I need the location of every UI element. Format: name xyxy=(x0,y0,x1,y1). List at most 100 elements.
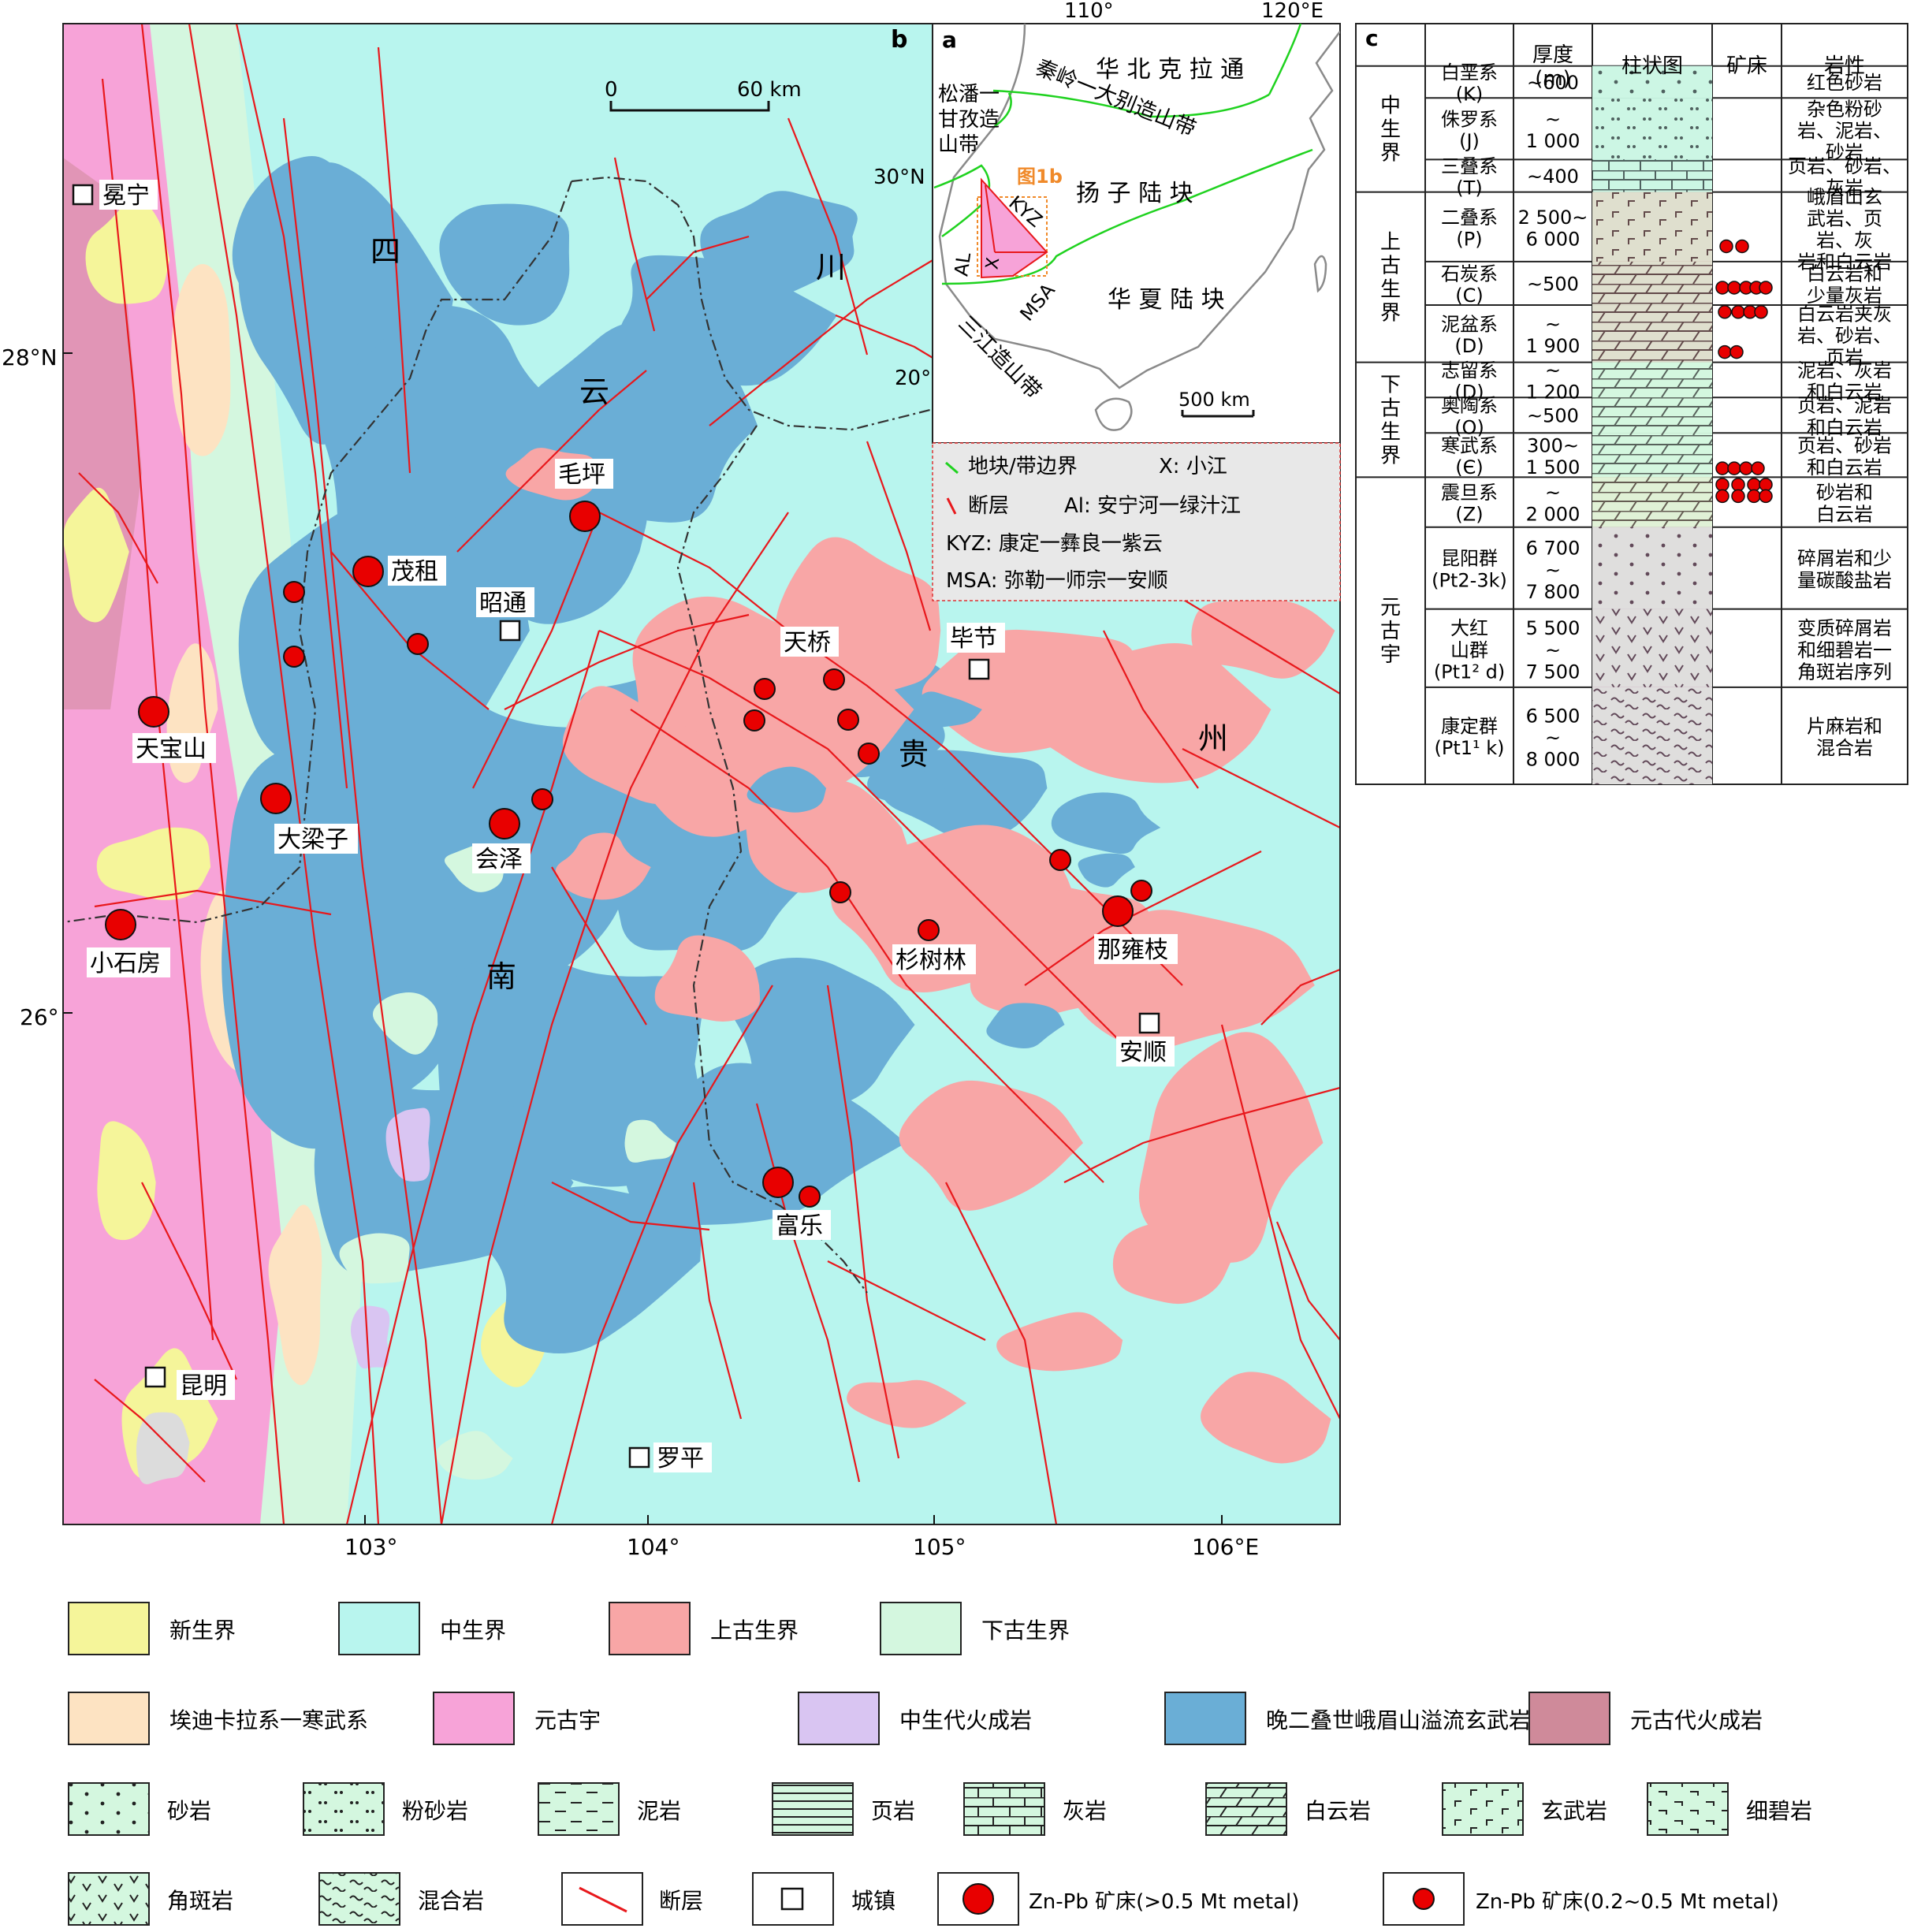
system-name: 石炭系(C) xyxy=(1441,262,1498,307)
emeishan-basalt-patch xyxy=(747,766,827,813)
deposit-label: 天宝山 xyxy=(136,735,207,763)
system-lithology: 片麻岩和混合岩 xyxy=(1807,715,1882,759)
inset-songpan-1: 松潘一 xyxy=(938,83,1000,106)
legend-lithology-label: 白云岩 xyxy=(1305,1798,1371,1824)
column-pattern xyxy=(1592,687,1712,784)
column-deposit-marker xyxy=(1759,281,1773,295)
panel-label-c: c xyxy=(1365,25,1379,51)
system-thickness: ~1 900 xyxy=(1526,313,1580,357)
city-label-bg xyxy=(99,180,158,210)
inset-ncc: 华 北 克 拉 通 xyxy=(1096,56,1244,84)
system-name: 康定群(Pt1¹ k) xyxy=(1434,715,1504,759)
fault-line xyxy=(866,441,932,631)
emeishan-basalt-patch xyxy=(914,691,982,728)
column-pattern xyxy=(1592,609,1712,687)
map-frame xyxy=(62,23,1341,1525)
deposit-label-bg xyxy=(780,627,839,657)
fault-line xyxy=(1024,851,1262,986)
inset-lon-120: 120°E xyxy=(1261,0,1324,23)
deposit-label: 富乐 xyxy=(776,1212,823,1240)
system-name: 白垩系(K) xyxy=(1441,61,1498,106)
column-deposit-marker xyxy=(1739,461,1753,475)
system-thickness: ~2 000 xyxy=(1526,482,1580,526)
small-deposit-marker xyxy=(799,1186,821,1208)
system-thickness: 300~ 1 500 xyxy=(1526,434,1580,478)
column-deposit-marker xyxy=(1747,489,1761,504)
legend-small-deposit-label: Zn-Pb 矿床(0.2~0.5 Mt metal) xyxy=(1476,1890,1779,1914)
legend-swatch-emeishan_basalt xyxy=(1164,1692,1246,1745)
legend-x: X: 小江 xyxy=(1159,455,1227,478)
ediacaran-cambrian-patch xyxy=(171,263,231,456)
city-label-bg xyxy=(476,587,534,617)
column-deposit-marker xyxy=(1735,239,1749,254)
system-lithology: 白云岩夹灰岩、砂岩、页岩 xyxy=(1797,303,1892,368)
system-lithology: 变质碎屑岩和细碧岩一角斑岩序列 xyxy=(1797,617,1892,683)
legend-al: Al: 安宁河一绿汁江 xyxy=(1064,494,1241,518)
legend-lithology-swatch xyxy=(68,1782,150,1836)
legend-label: 埃迪卡拉系一寒武系 xyxy=(169,1707,368,1733)
column-pattern xyxy=(1592,362,1712,398)
city-marker xyxy=(628,1446,650,1469)
upper-paleozoic-patch xyxy=(775,537,941,699)
legend-label: 下古生界 xyxy=(981,1617,1070,1644)
fault-line xyxy=(456,370,647,553)
fault-line xyxy=(755,1103,861,1483)
legend-swatch-proterozoic xyxy=(433,1692,515,1745)
system-lithology: 页岩、泥岩和白云岩 xyxy=(1797,395,1892,439)
small-deposit-marker xyxy=(407,633,429,655)
emeishan-basalt-patch xyxy=(700,191,858,296)
cenozoic-patch xyxy=(96,827,211,900)
system-thickness: 6 500 ~8 000 xyxy=(1526,705,1580,770)
deposit-label: 那雍枝 xyxy=(1097,936,1168,964)
lat-28: 28°N xyxy=(2,344,58,370)
fault-line xyxy=(1275,1221,1340,1341)
city-label: 昭通 xyxy=(479,590,527,617)
small-deposit-marker xyxy=(1049,849,1071,871)
fault-line xyxy=(692,1182,743,1420)
system-name: 二叠系(P) xyxy=(1441,207,1498,251)
legend-swatch-cenozoic xyxy=(68,1602,150,1655)
lon-103: 103° xyxy=(344,1534,397,1560)
upper-paleozoic-patch xyxy=(654,935,761,1022)
header-deposit: 矿床 xyxy=(1726,54,1767,78)
system-name: 寒武系(Є) xyxy=(1441,434,1498,478)
system-lithology: 页岩、砂岩和白云岩 xyxy=(1797,434,1892,478)
fault-line xyxy=(188,24,380,1524)
geologic-units xyxy=(63,24,1335,1524)
column-pattern xyxy=(1592,397,1712,434)
upper-paleozoic-patch xyxy=(1005,642,1271,784)
fault-line xyxy=(345,630,601,1524)
fault-line xyxy=(826,985,900,1459)
ediacaran-cambrian-patch xyxy=(268,1204,322,1386)
legend-lithology-label: 页岩 xyxy=(871,1798,915,1824)
city-marker xyxy=(968,658,990,680)
province-zhou: 州 xyxy=(1198,721,1228,756)
legend-lithology-label: 砂岩 xyxy=(167,1798,211,1824)
province-gui: 贵 xyxy=(899,737,929,772)
fault-line xyxy=(440,512,789,1524)
fault-line xyxy=(377,47,411,474)
system-lithology: 碎屑岩和少量碳酸盐岩 xyxy=(1797,548,1892,592)
system-lithology: 页岩、砂岩、灰岩 xyxy=(1788,155,1901,199)
mesozoic-igneous-patch xyxy=(350,1305,390,1369)
fault-line xyxy=(646,235,750,300)
province-si: 四 xyxy=(370,234,400,269)
column-deposit-marker xyxy=(1759,489,1773,504)
legend-lithology-label: 粉砂岩 xyxy=(402,1798,468,1824)
legend-block-boundary: 地块/带边界 xyxy=(968,455,1078,478)
column-pattern xyxy=(1592,305,1712,363)
legend-label: 元古宇 xyxy=(534,1707,601,1733)
city-label: 安顺 xyxy=(1119,1039,1167,1067)
legend-swatch-proterozoic_igneous xyxy=(1528,1692,1610,1745)
inset-lat-20: 20° xyxy=(895,367,931,390)
scale-km: 60 km xyxy=(737,78,802,102)
fault-line xyxy=(945,1182,1058,1524)
large-deposit-marker xyxy=(762,1167,794,1198)
legend-swatch-upper_paleozoic xyxy=(609,1602,691,1655)
inset-lat-30: 30°N xyxy=(873,166,925,189)
fault-line xyxy=(78,472,158,584)
large-deposit-marker xyxy=(260,783,292,814)
fault-line xyxy=(551,866,647,1026)
panel-label-b: b xyxy=(891,26,907,54)
